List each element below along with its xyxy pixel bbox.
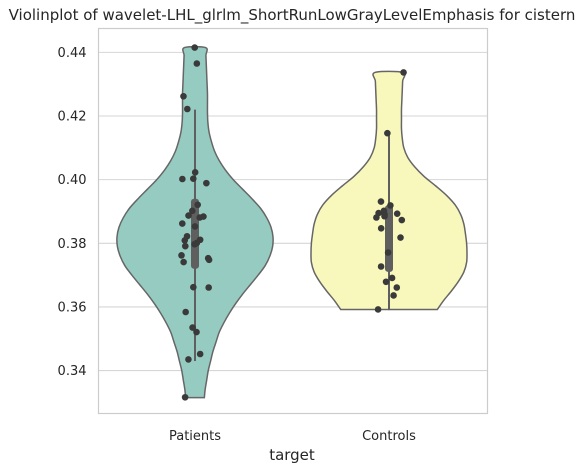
data-point [373, 214, 380, 221]
data-point [180, 92, 187, 100]
data-point [179, 220, 186, 227]
data-point [382, 278, 390, 286]
data-point [388, 274, 396, 282]
data-point [181, 237, 189, 244]
data-point [179, 175, 186, 183]
data-point [185, 356, 192, 363]
data-point [205, 284, 212, 291]
data-point [377, 225, 385, 232]
data-point [193, 60, 201, 67]
data-point [193, 328, 200, 336]
x-tick-labels: Patients Controls [169, 429, 416, 444]
y-tick-label: 0.36 [58, 300, 87, 315]
data-point [400, 69, 407, 76]
data-point [393, 284, 401, 291]
y-tick-label: 0.34 [58, 364, 87, 379]
data-point [181, 242, 189, 250]
plot-frame [97, 27, 489, 415]
y-tick-labels: 0.34 0.36 0.38 0.40 0.42 0.44 [58, 46, 87, 379]
data-point [397, 234, 404, 241]
data-point [203, 179, 210, 187]
data-point [377, 263, 385, 270]
data-point [205, 256, 213, 264]
data-point [191, 223, 199, 230]
data-point [390, 292, 397, 299]
violins [116, 45, 468, 399]
x-tick-label: Patients [169, 429, 221, 444]
data-point [180, 258, 187, 266]
data-point [393, 210, 401, 217]
data-point [196, 214, 204, 221]
data-point [387, 202, 394, 209]
strip-points [178, 44, 407, 401]
x-axis-label: target [269, 446, 315, 464]
data-point [384, 129, 391, 137]
x-tick-label: Controls [362, 429, 416, 444]
data-point [384, 249, 392, 256]
data-point [381, 212, 388, 220]
data-point [377, 198, 385, 205]
data-point [191, 169, 199, 176]
data-point [189, 207, 196, 215]
data-point [374, 306, 382, 313]
data-point [185, 212, 192, 219]
data-point [189, 324, 196, 331]
data-point [178, 252, 185, 259]
data-point [184, 105, 191, 113]
data-point [194, 201, 201, 209]
chart-title: Violinplot of wavelet-LHL_glrlm_ShortRun… [9, 6, 576, 25]
data-point [190, 175, 197, 182]
y-tick-label: 0.44 [58, 46, 87, 61]
data-point [182, 308, 189, 316]
data-point [196, 350, 204, 358]
data-point [398, 216, 406, 224]
y-tick-label: 0.42 [58, 110, 87, 125]
y-tick-label: 0.38 [58, 237, 87, 252]
data-point [190, 283, 197, 291]
data-point [181, 393, 189, 401]
y-tick-label: 0.40 [58, 173, 87, 188]
data-point [191, 44, 199, 51]
data-point [191, 240, 198, 248]
